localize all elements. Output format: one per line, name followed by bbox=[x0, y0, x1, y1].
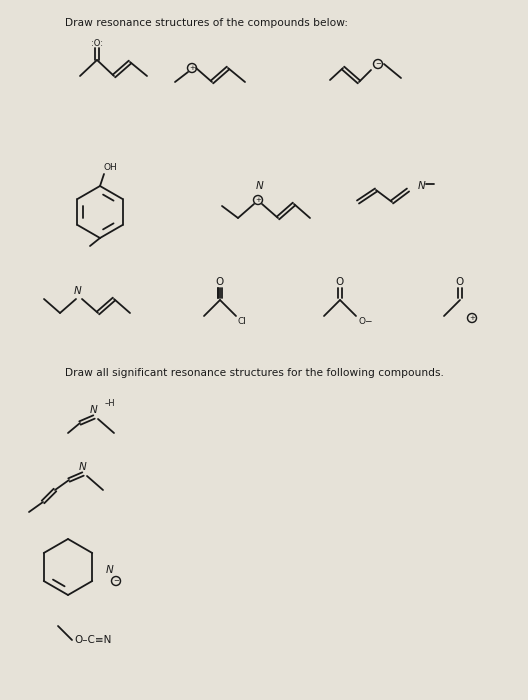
Text: :O:: :O: bbox=[91, 39, 103, 48]
Text: O–C≡N: O–C≡N bbox=[74, 635, 111, 645]
Text: O−: O− bbox=[359, 318, 373, 326]
Text: −: − bbox=[375, 61, 381, 67]
Text: Draw resonance structures of the compounds below:: Draw resonance structures of the compoun… bbox=[65, 18, 348, 28]
Text: O: O bbox=[336, 277, 344, 287]
Text: Draw all significant resonance structures for the following compounds.: Draw all significant resonance structure… bbox=[65, 368, 444, 378]
Text: O: O bbox=[216, 277, 224, 287]
Text: N: N bbox=[90, 405, 98, 415]
Text: OH: OH bbox=[104, 164, 118, 172]
Text: +: + bbox=[255, 197, 261, 203]
Text: N: N bbox=[74, 286, 82, 296]
Text: N: N bbox=[418, 181, 426, 191]
Text: N: N bbox=[256, 181, 264, 191]
Text: N: N bbox=[79, 462, 87, 472]
Text: Cl: Cl bbox=[238, 318, 247, 326]
Text: –H: –H bbox=[105, 398, 115, 407]
Text: O: O bbox=[456, 277, 464, 287]
Text: −: − bbox=[113, 578, 119, 584]
Text: +: + bbox=[469, 315, 475, 321]
Text: N: N bbox=[106, 565, 114, 575]
Text: +: + bbox=[189, 65, 195, 71]
